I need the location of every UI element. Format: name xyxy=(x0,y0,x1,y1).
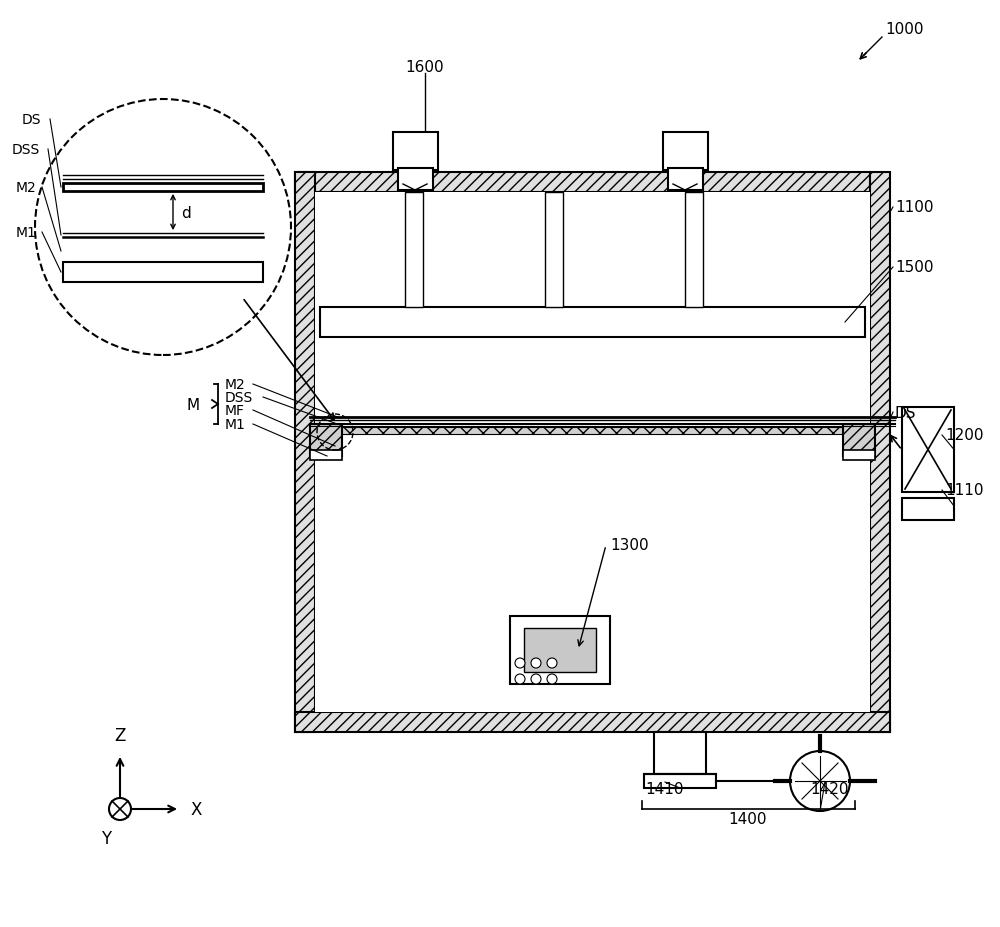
Bar xyxy=(870,172,890,732)
Circle shape xyxy=(35,100,291,356)
Text: 1000: 1000 xyxy=(885,22,924,37)
Bar xyxy=(63,262,263,283)
Bar xyxy=(843,425,875,456)
Text: 1400: 1400 xyxy=(729,812,767,827)
Bar xyxy=(405,193,423,308)
Bar xyxy=(320,308,865,337)
Circle shape xyxy=(531,674,541,684)
Bar xyxy=(295,172,870,193)
Bar xyxy=(843,451,875,461)
Text: M2: M2 xyxy=(225,377,246,391)
Circle shape xyxy=(790,751,850,811)
Text: 1420: 1420 xyxy=(811,781,849,796)
Text: DS: DS xyxy=(895,405,916,420)
Circle shape xyxy=(531,658,541,668)
Text: X: X xyxy=(190,800,201,819)
Bar xyxy=(295,172,315,732)
Circle shape xyxy=(515,658,525,668)
Text: 1200: 1200 xyxy=(945,428,984,443)
Text: d: d xyxy=(181,205,191,221)
Bar xyxy=(524,629,596,672)
Bar xyxy=(315,193,870,712)
Text: M1: M1 xyxy=(16,226,37,240)
Bar xyxy=(685,193,703,308)
Text: DSS: DSS xyxy=(12,143,40,157)
Bar xyxy=(398,169,433,191)
Bar xyxy=(310,451,342,461)
Bar xyxy=(663,133,708,171)
Bar xyxy=(668,169,703,191)
Circle shape xyxy=(547,674,557,684)
Text: DSS: DSS xyxy=(225,390,253,404)
Text: 1100: 1100 xyxy=(895,200,934,215)
Circle shape xyxy=(109,798,131,820)
Bar xyxy=(510,616,610,684)
Bar xyxy=(335,427,865,435)
Bar xyxy=(310,425,342,456)
Text: 1600: 1600 xyxy=(406,60,444,75)
Bar xyxy=(295,712,890,732)
Bar xyxy=(63,241,263,262)
Bar xyxy=(902,408,954,492)
Text: 1110: 1110 xyxy=(945,483,984,498)
Bar xyxy=(902,499,954,520)
Circle shape xyxy=(547,658,557,668)
Text: 1410: 1410 xyxy=(646,781,684,796)
Bar xyxy=(644,774,716,788)
Text: M: M xyxy=(187,397,200,413)
Text: M2: M2 xyxy=(16,181,37,195)
Text: 1500: 1500 xyxy=(895,260,934,275)
Bar xyxy=(654,732,706,774)
Bar xyxy=(545,193,563,308)
Text: Z: Z xyxy=(114,726,126,744)
Text: DS: DS xyxy=(22,113,42,127)
Bar xyxy=(393,133,438,171)
Text: MF: MF xyxy=(225,403,245,417)
Bar xyxy=(63,184,263,192)
Text: M1: M1 xyxy=(225,417,246,432)
Text: 1300: 1300 xyxy=(610,538,649,552)
Text: Y: Y xyxy=(101,829,111,847)
Circle shape xyxy=(515,674,525,684)
